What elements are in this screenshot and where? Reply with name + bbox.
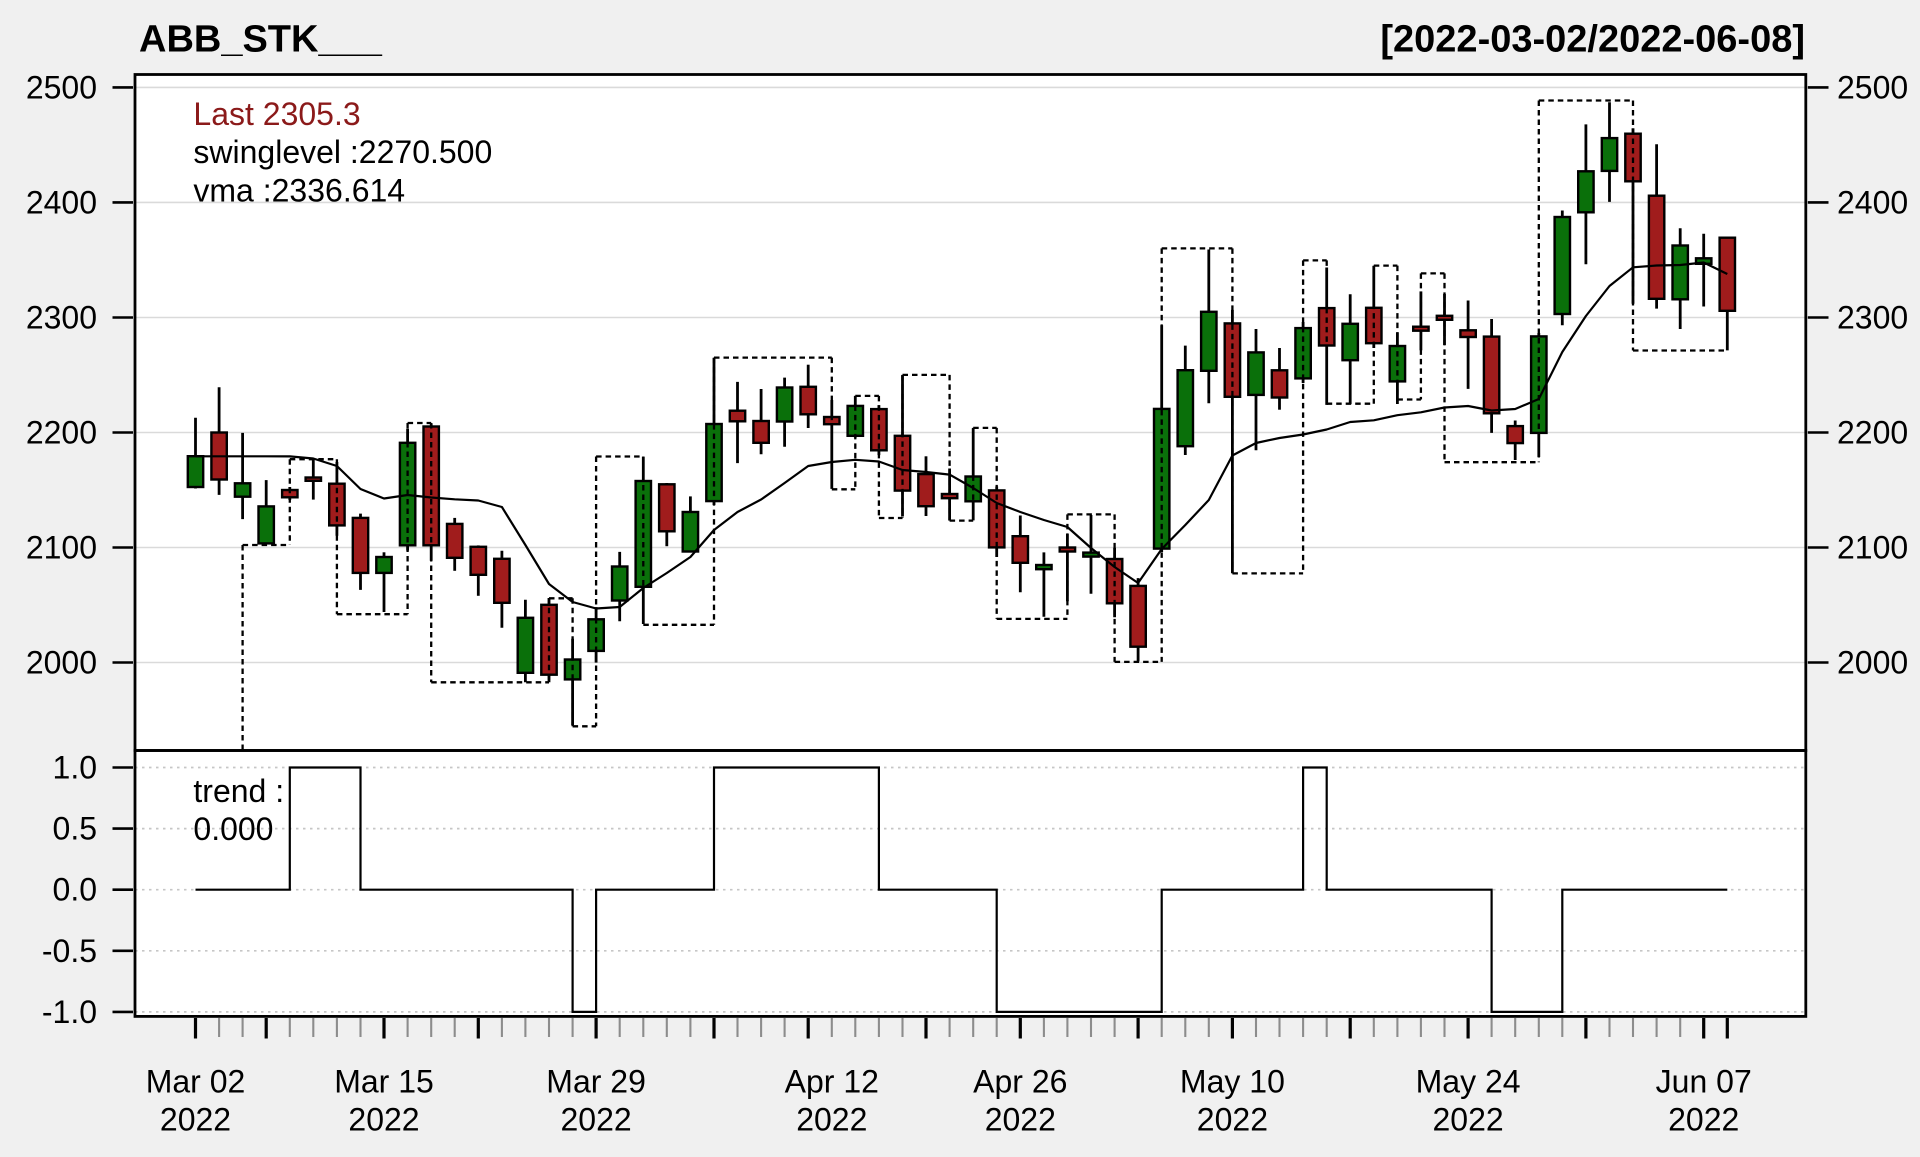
svg-text:2022: 2022	[1433, 1102, 1504, 1138]
svg-text:Last 2305.3: Last 2305.3	[193, 96, 360, 132]
svg-text:vma :2336.614: vma :2336.614	[193, 172, 405, 208]
svg-text:2100: 2100	[26, 530, 97, 566]
svg-text:swinglevel :2270.500: swinglevel :2270.500	[193, 134, 492, 170]
svg-text:2022: 2022	[1668, 1102, 1739, 1138]
svg-text:2022: 2022	[160, 1102, 231, 1138]
svg-text:trend :: trend :	[193, 773, 284, 809]
svg-text:2022: 2022	[561, 1102, 632, 1138]
svg-text:Mar 29: Mar 29	[546, 1064, 646, 1100]
svg-text:Jun 07: Jun 07	[1656, 1064, 1752, 1100]
svg-text:2300: 2300	[1837, 300, 1908, 336]
svg-text:2022: 2022	[796, 1102, 867, 1138]
svg-text:Mar 15: Mar 15	[334, 1064, 434, 1100]
svg-text:0.5: 0.5	[53, 811, 97, 847]
svg-text:May 24: May 24	[1416, 1064, 1521, 1100]
svg-text:2022: 2022	[985, 1102, 1056, 1138]
svg-text:2022: 2022	[1197, 1102, 1268, 1138]
svg-text:2000: 2000	[26, 645, 97, 681]
svg-text:0.000: 0.000	[193, 811, 273, 847]
svg-text:2300: 2300	[26, 300, 97, 336]
svg-text:Apr 12: Apr 12	[785, 1064, 879, 1100]
svg-text:-0.5: -0.5	[42, 933, 97, 969]
svg-text:2500: 2500	[1837, 69, 1908, 105]
svg-text:Mar 02: Mar 02	[146, 1064, 246, 1100]
svg-text:0.0: 0.0	[53, 872, 97, 908]
svg-text:2100: 2100	[1837, 530, 1908, 566]
svg-text:May 10: May 10	[1180, 1064, 1285, 1100]
svg-text:2200: 2200	[1837, 415, 1908, 451]
svg-text:2200: 2200	[26, 415, 97, 451]
svg-text:-1.0: -1.0	[42, 994, 97, 1030]
svg-text:[2022-03-02/2022-06-08]: [2022-03-02/2022-06-08]	[1380, 19, 1805, 61]
svg-text:Apr 26: Apr 26	[973, 1064, 1067, 1100]
svg-text:2000: 2000	[1837, 645, 1908, 681]
svg-text:2500: 2500	[26, 69, 97, 105]
svg-text:ABB_STK___: ABB_STK___	[139, 19, 383, 61]
svg-text:2022: 2022	[348, 1102, 419, 1138]
svg-text:1.0: 1.0	[53, 750, 97, 786]
svg-text:2400: 2400	[26, 184, 97, 220]
svg-text:2400: 2400	[1837, 184, 1908, 220]
